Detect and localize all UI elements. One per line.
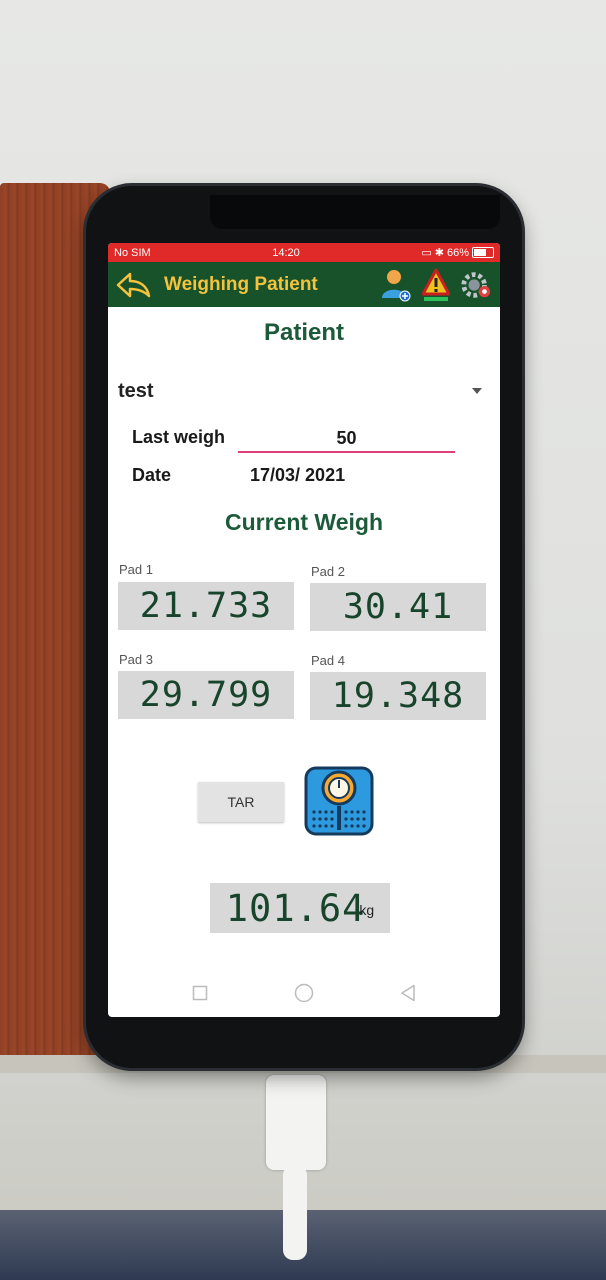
tare-button[interactable]: TAR	[198, 782, 284, 822]
total-weight-unit: kg	[359, 902, 375, 918]
charging-cable-wire	[283, 1165, 307, 1260]
pad-1-value: 21.733	[118, 582, 294, 630]
patient-dropdown[interactable]: test	[118, 376, 488, 406]
date-label: Date	[132, 465, 172, 485]
recents-icon[interactable]	[188, 981, 212, 1005]
pad-2-label: Pad 2	[311, 564, 345, 579]
battery-percent: 66%	[446, 246, 469, 259]
last-weigh-field[interactable]: 50	[238, 425, 455, 453]
pad-3-value: 29.799	[118, 671, 294, 719]
phone-screen: No SIM 14:20 ▭ ✱ 66% Weighing Patient	[108, 243, 500, 1017]
pad-1-label: Pad 1	[119, 562, 153, 577]
system-nav-bar	[108, 973, 500, 1013]
pad-2-value: 30.41	[310, 583, 486, 631]
carrier-text: No SIM	[114, 246, 151, 259]
cast-icon: ▭	[421, 247, 432, 259]
status-indicators: ▭ ✱ 66%	[421, 246, 494, 259]
bluetooth-icon: ✱	[434, 247, 444, 259]
pad-3-label: Pad 3	[119, 652, 153, 667]
total-weight-value: 101.64	[225, 886, 366, 930]
warning-icon[interactable]	[420, 267, 452, 303]
status-time: 14:20	[272, 246, 300, 259]
settings-icon[interactable]	[460, 267, 492, 303]
app-title: Weighing Patient	[164, 273, 318, 295]
chevron-down-icon	[472, 388, 482, 394]
home-icon[interactable]	[292, 981, 316, 1005]
last-weigh-label: Last weigh	[132, 427, 226, 447]
app-bar: Weighing Patient	[108, 262, 500, 307]
selected-patient: test	[118, 379, 154, 402]
status-bar: No SIM 14:20 ▭ ✱ 66%	[108, 243, 500, 262]
pad-4-label: Pad 4	[311, 653, 345, 668]
charging-cable	[266, 1075, 326, 1170]
add-user-icon[interactable]	[380, 267, 412, 303]
pad-4-value: 19.348	[310, 672, 486, 720]
current-weigh-heading: Current Weigh	[224, 509, 384, 535]
battery-icon	[472, 247, 494, 258]
total-weight-display: 101.64 kg	[210, 883, 390, 933]
date-value: 17/03/ 2021	[250, 465, 346, 485]
phone-notch	[210, 195, 500, 229]
back-arrow-icon[interactable]	[112, 265, 156, 305]
patient-heading: Patient	[263, 319, 344, 346]
weighing-scale-icon[interactable]	[304, 766, 374, 836]
back-nav-icon[interactable]	[396, 981, 420, 1005]
